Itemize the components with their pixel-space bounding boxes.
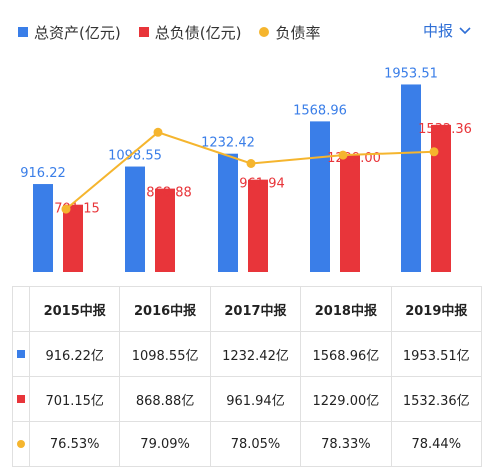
assets-data-label: 1568.96 — [293, 103, 347, 118]
assets-bar — [401, 84, 421, 272]
assets-bar — [218, 153, 238, 272]
legend-item-ratio[interactable]: 负债率 — [259, 22, 320, 43]
table-cell: 78.05% — [209, 421, 302, 467]
legend-item-assets[interactable]: 总资产(亿元) — [18, 22, 121, 43]
table-header: 2016中报 — [119, 286, 211, 332]
assets-bar — [33, 184, 53, 272]
table-row-ratio: 76.53% 79.09% 78.05% 78.33% 78.44% — [12, 421, 483, 467]
liabilities-bar — [431, 124, 451, 273]
assets-data-label: 1953.51 — [384, 66, 438, 81]
liabilities-data-label: 961.94 — [239, 177, 285, 192]
legend-label-assets: 总资产(亿元) — [34, 23, 121, 42]
bar-line-chart: 916.22 701.15 1098.55 868.88 1232.42 961.94 15… — [20, 66, 472, 273]
liabilities-marker-icon — [17, 394, 25, 403]
legend-label-ratio: 负债率 — [275, 23, 321, 42]
liabilities-bar — [63, 204, 83, 272]
table-row-liabilities: 701.15亿 868.88亿 961.94亿 1229.00亿 1532.36… — [12, 376, 483, 422]
table-header-row: 2015中报 2016中报 2017中报 2018中报 2019中报 — [12, 286, 483, 332]
liabilities-data-label: 701.15 — [54, 202, 100, 217]
chevron-down-icon — [459, 26, 471, 34]
assets-swatch — [18, 27, 28, 37]
table-cell: 1532.36亿 — [390, 376, 483, 422]
table-cell: 701.15亿 — [28, 376, 121, 422]
ratio-point — [338, 150, 348, 160]
assets-data-label: 1098.55 — [108, 149, 162, 164]
liabilities-data-label: 1532.36 — [418, 122, 472, 137]
table-header: 2019中报 — [390, 286, 483, 332]
liabilities-swatch — [138, 27, 149, 37]
data-table: 2015中报 2016中报 2017中报 2018中报 2019中报 916.2… — [12, 286, 483, 467]
period-selector-label: 中报 — [422, 22, 453, 40]
table-header: 2015中报 — [28, 286, 121, 332]
assets-data-label: 916.22 — [20, 166, 66, 181]
assets-bar — [125, 166, 145, 272]
table-cell: 78.33% — [300, 421, 392, 467]
table-cell: 78.44% — [390, 421, 483, 467]
liabilities-bar — [155, 188, 175, 272]
table-cell: 1229.00亿 — [300, 376, 392, 422]
table-cell: 868.88亿 — [119, 376, 211, 422]
period-selector[interactable]: 中报 — [423, 20, 471, 41]
assets-marker-icon — [17, 349, 25, 358]
legend-label-liabilities: 总负债(亿元) — [154, 23, 242, 42]
table-cell: 961.94亿 — [209, 376, 302, 422]
assets-data-label: 1232.42 — [201, 136, 255, 151]
ratio-point — [246, 159, 256, 168]
table-cell: 916.22亿 — [28, 331, 121, 377]
table-cell: 1568.96亿 — [300, 331, 392, 377]
ratio-swatch — [259, 27, 270, 37]
table-cell: 79.09% — [119, 421, 211, 467]
ratio-marker-icon — [17, 439, 25, 448]
table-cell: 1232.42亿 — [209, 331, 302, 377]
liabilities-data-label: 868.88 — [146, 186, 192, 201]
table-cell: 1953.51亿 — [390, 331, 483, 377]
table-cell: 1098.55亿 — [119, 331, 211, 377]
table-cell: 76.53% — [28, 421, 121, 467]
liabilities-bar — [340, 154, 360, 272]
row-marker — [12, 421, 30, 467]
assets-bar — [310, 121, 330, 272]
table-corner — [12, 286, 30, 332]
ratio-point — [153, 127, 163, 137]
row-marker — [12, 376, 30, 422]
liabilities-bar — [248, 179, 268, 272]
table-header: 2017中报 — [209, 286, 302, 332]
ratio-point — [61, 204, 71, 214]
legend-item-liabilities[interactable]: 总负债(亿元) — [138, 22, 242, 43]
chart-legend: 总资产(亿元) 总负债(亿元) 负债率 — [18, 20, 473, 44]
table-row-assets: 916.22亿 1098.55亿 1232.42亿 1568.96亿 1953.… — [12, 331, 483, 377]
ratio-point — [429, 147, 439, 157]
table-header: 2018中报 — [300, 286, 392, 332]
row-marker — [12, 331, 30, 377]
